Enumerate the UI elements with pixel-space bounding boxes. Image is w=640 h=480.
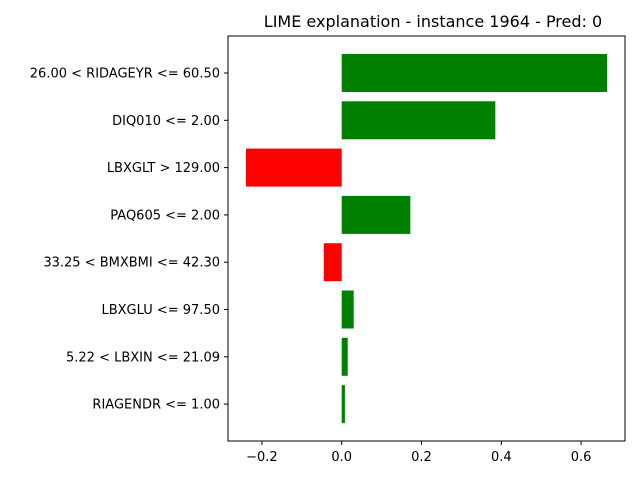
y-tick-label: 5.22 < LBXIN <= 21.09	[66, 350, 220, 365]
bar	[341, 337, 348, 376]
x-axis: −0.2 0.0 0.2 0.4 0.6	[246, 441, 591, 465]
x-tick-label: 0.2	[411, 450, 432, 465]
x-tick-label: −0.2	[246, 450, 278, 465]
y-tick-label: RIAGENDR <= 1.00	[92, 398, 220, 413]
y-tick-label: 33.25 < BMXBMI <= 42.30	[43, 256, 220, 271]
bar	[341, 385, 345, 424]
bar	[341, 101, 496, 140]
chart-title: LIME explanation - instance 1964 - Pred:…	[264, 12, 602, 31]
y-axis: 26.00 < RIDAGEYR <= 60.50 DIQ010 <= 2.00 L…	[30, 67, 228, 413]
plot-frame	[227, 35, 626, 442]
bars-layer	[245, 54, 608, 424]
bar	[245, 148, 342, 187]
x-tick-label: 0.4	[491, 450, 512, 465]
y-tick-label: LBXGLT > 129.00	[107, 161, 220, 176]
y-tick-label: DIQ010 <= 2.00	[112, 114, 220, 129]
x-tick-label: 0.6	[571, 450, 592, 465]
bar	[341, 54, 608, 92]
y-tick-label: 26.00 < RIDAGEYR <= 60.50	[30, 67, 220, 82]
bar	[323, 243, 342, 282]
bar	[341, 195, 411, 234]
bar	[341, 290, 354, 329]
y-tick-label: PAQ605 <= 2.00	[110, 208, 220, 223]
x-tick-label: 0.0	[331, 450, 352, 465]
y-tick-label: LBXGLU <= 97.50	[101, 303, 220, 318]
